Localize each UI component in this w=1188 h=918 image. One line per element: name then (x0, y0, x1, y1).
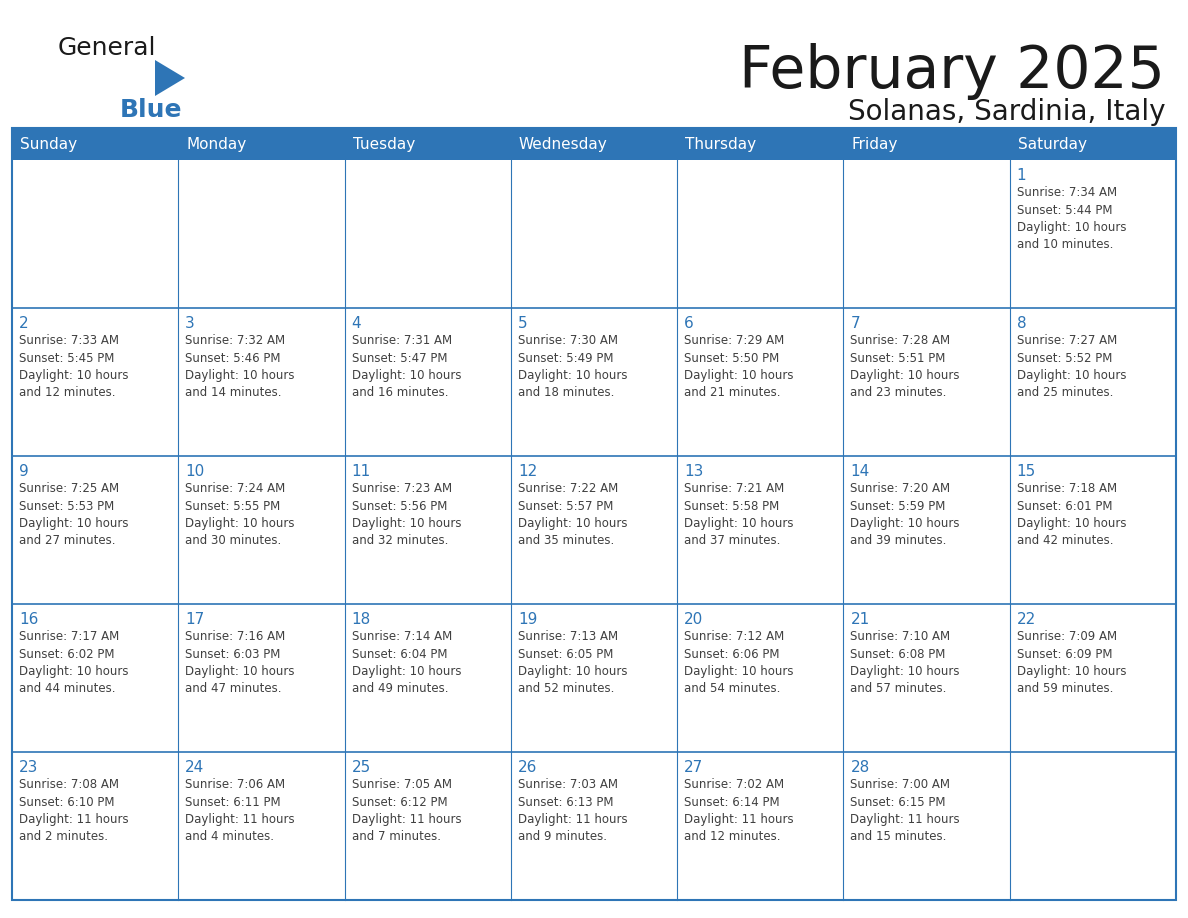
Text: 10: 10 (185, 464, 204, 479)
Text: Sunrise: 7:02 AM
Sunset: 6:14 PM
Daylight: 11 hours
and 12 minutes.: Sunrise: 7:02 AM Sunset: 6:14 PM Dayligh… (684, 778, 794, 844)
Text: 24: 24 (185, 760, 204, 775)
Text: 2: 2 (19, 316, 29, 331)
Text: Sunrise: 7:05 AM
Sunset: 6:12 PM
Daylight: 11 hours
and 7 minutes.: Sunrise: 7:05 AM Sunset: 6:12 PM Dayligh… (352, 778, 461, 844)
Text: Sunrise: 7:13 AM
Sunset: 6:05 PM
Daylight: 10 hours
and 52 minutes.: Sunrise: 7:13 AM Sunset: 6:05 PM Dayligh… (518, 630, 627, 696)
Text: Tuesday: Tuesday (353, 137, 415, 151)
Text: Sunrise: 7:21 AM
Sunset: 5:58 PM
Daylight: 10 hours
and 37 minutes.: Sunrise: 7:21 AM Sunset: 5:58 PM Dayligh… (684, 482, 794, 547)
Text: 3: 3 (185, 316, 195, 331)
Text: Sunrise: 7:06 AM
Sunset: 6:11 PM
Daylight: 11 hours
and 4 minutes.: Sunrise: 7:06 AM Sunset: 6:11 PM Dayligh… (185, 778, 295, 844)
Text: Sunrise: 7:16 AM
Sunset: 6:03 PM
Daylight: 10 hours
and 47 minutes.: Sunrise: 7:16 AM Sunset: 6:03 PM Dayligh… (185, 630, 295, 696)
Text: Wednesday: Wednesday (519, 137, 607, 151)
Text: Sunrise: 7:00 AM
Sunset: 6:15 PM
Daylight: 11 hours
and 15 minutes.: Sunrise: 7:00 AM Sunset: 6:15 PM Dayligh… (851, 778, 960, 844)
Text: Sunrise: 7:14 AM
Sunset: 6:04 PM
Daylight: 10 hours
and 49 minutes.: Sunrise: 7:14 AM Sunset: 6:04 PM Dayligh… (352, 630, 461, 696)
Text: 12: 12 (518, 464, 537, 479)
Text: February 2025: February 2025 (739, 43, 1165, 100)
Text: Blue: Blue (120, 98, 183, 122)
Text: Sunrise: 7:10 AM
Sunset: 6:08 PM
Daylight: 10 hours
and 57 minutes.: Sunrise: 7:10 AM Sunset: 6:08 PM Dayligh… (851, 630, 960, 696)
Text: 22: 22 (1017, 612, 1036, 627)
Text: Sunrise: 7:33 AM
Sunset: 5:45 PM
Daylight: 10 hours
and 12 minutes.: Sunrise: 7:33 AM Sunset: 5:45 PM Dayligh… (19, 334, 128, 399)
Text: 13: 13 (684, 464, 703, 479)
Text: Sunrise: 7:12 AM
Sunset: 6:06 PM
Daylight: 10 hours
and 54 minutes.: Sunrise: 7:12 AM Sunset: 6:06 PM Dayligh… (684, 630, 794, 696)
Text: Sunrise: 7:20 AM
Sunset: 5:59 PM
Daylight: 10 hours
and 39 minutes.: Sunrise: 7:20 AM Sunset: 5:59 PM Dayligh… (851, 482, 960, 547)
Text: 19: 19 (518, 612, 537, 627)
Text: Sunrise: 7:32 AM
Sunset: 5:46 PM
Daylight: 10 hours
and 14 minutes.: Sunrise: 7:32 AM Sunset: 5:46 PM Dayligh… (185, 334, 295, 399)
Text: Sunrise: 7:09 AM
Sunset: 6:09 PM
Daylight: 10 hours
and 59 minutes.: Sunrise: 7:09 AM Sunset: 6:09 PM Dayligh… (1017, 630, 1126, 696)
Text: Sunrise: 7:03 AM
Sunset: 6:13 PM
Daylight: 11 hours
and 9 minutes.: Sunrise: 7:03 AM Sunset: 6:13 PM Dayligh… (518, 778, 627, 844)
Text: Sunrise: 7:17 AM
Sunset: 6:02 PM
Daylight: 10 hours
and 44 minutes.: Sunrise: 7:17 AM Sunset: 6:02 PM Dayligh… (19, 630, 128, 696)
Polygon shape (154, 60, 185, 96)
Text: 14: 14 (851, 464, 870, 479)
Text: Sunday: Sunday (20, 137, 77, 151)
Text: 4: 4 (352, 316, 361, 331)
Text: 25: 25 (352, 760, 371, 775)
Text: 20: 20 (684, 612, 703, 627)
Text: 6: 6 (684, 316, 694, 331)
Text: 18: 18 (352, 612, 371, 627)
Text: 26: 26 (518, 760, 537, 775)
Text: Sunrise: 7:08 AM
Sunset: 6:10 PM
Daylight: 11 hours
and 2 minutes.: Sunrise: 7:08 AM Sunset: 6:10 PM Dayligh… (19, 778, 128, 844)
Text: 28: 28 (851, 760, 870, 775)
Text: 5: 5 (518, 316, 527, 331)
Bar (12, 128, 1176, 160)
Text: Sunrise: 7:29 AM
Sunset: 5:50 PM
Daylight: 10 hours
and 21 minutes.: Sunrise: 7:29 AM Sunset: 5:50 PM Dayligh… (684, 334, 794, 399)
Text: Sunrise: 7:27 AM
Sunset: 5:52 PM
Daylight: 10 hours
and 25 minutes.: Sunrise: 7:27 AM Sunset: 5:52 PM Dayligh… (1017, 334, 1126, 399)
Text: Saturday: Saturday (1018, 137, 1087, 151)
Text: Sunrise: 7:34 AM
Sunset: 5:44 PM
Daylight: 10 hours
and 10 minutes.: Sunrise: 7:34 AM Sunset: 5:44 PM Dayligh… (1017, 186, 1126, 252)
Text: 21: 21 (851, 612, 870, 627)
Text: Sunrise: 7:23 AM
Sunset: 5:56 PM
Daylight: 10 hours
and 32 minutes.: Sunrise: 7:23 AM Sunset: 5:56 PM Dayligh… (352, 482, 461, 547)
Text: Sunrise: 7:25 AM
Sunset: 5:53 PM
Daylight: 10 hours
and 27 minutes.: Sunrise: 7:25 AM Sunset: 5:53 PM Dayligh… (19, 482, 128, 547)
Text: General: General (58, 36, 157, 60)
Text: 16: 16 (19, 612, 38, 627)
Text: 23: 23 (19, 760, 38, 775)
Text: Sunrise: 7:28 AM
Sunset: 5:51 PM
Daylight: 10 hours
and 23 minutes.: Sunrise: 7:28 AM Sunset: 5:51 PM Dayligh… (851, 334, 960, 399)
Text: 9: 9 (19, 464, 29, 479)
Text: 1: 1 (1017, 168, 1026, 183)
Text: 15: 15 (1017, 464, 1036, 479)
Text: Thursday: Thursday (685, 137, 757, 151)
Text: 8: 8 (1017, 316, 1026, 331)
Text: Friday: Friday (852, 137, 898, 151)
Text: 7: 7 (851, 316, 860, 331)
Text: Sunrise: 7:30 AM
Sunset: 5:49 PM
Daylight: 10 hours
and 18 minutes.: Sunrise: 7:30 AM Sunset: 5:49 PM Dayligh… (518, 334, 627, 399)
Text: Sunrise: 7:22 AM
Sunset: 5:57 PM
Daylight: 10 hours
and 35 minutes.: Sunrise: 7:22 AM Sunset: 5:57 PM Dayligh… (518, 482, 627, 547)
Text: Sunrise: 7:24 AM
Sunset: 5:55 PM
Daylight: 10 hours
and 30 minutes.: Sunrise: 7:24 AM Sunset: 5:55 PM Dayligh… (185, 482, 295, 547)
Text: 17: 17 (185, 612, 204, 627)
Text: 27: 27 (684, 760, 703, 775)
Text: Sunrise: 7:18 AM
Sunset: 6:01 PM
Daylight: 10 hours
and 42 minutes.: Sunrise: 7:18 AM Sunset: 6:01 PM Dayligh… (1017, 482, 1126, 547)
Text: Sunrise: 7:31 AM
Sunset: 5:47 PM
Daylight: 10 hours
and 16 minutes.: Sunrise: 7:31 AM Sunset: 5:47 PM Dayligh… (352, 334, 461, 399)
Text: Solanas, Sardinia, Italy: Solanas, Sardinia, Italy (847, 98, 1165, 126)
Text: Monday: Monday (187, 137, 247, 151)
Text: 11: 11 (352, 464, 371, 479)
Bar (12, 128, 1176, 900)
